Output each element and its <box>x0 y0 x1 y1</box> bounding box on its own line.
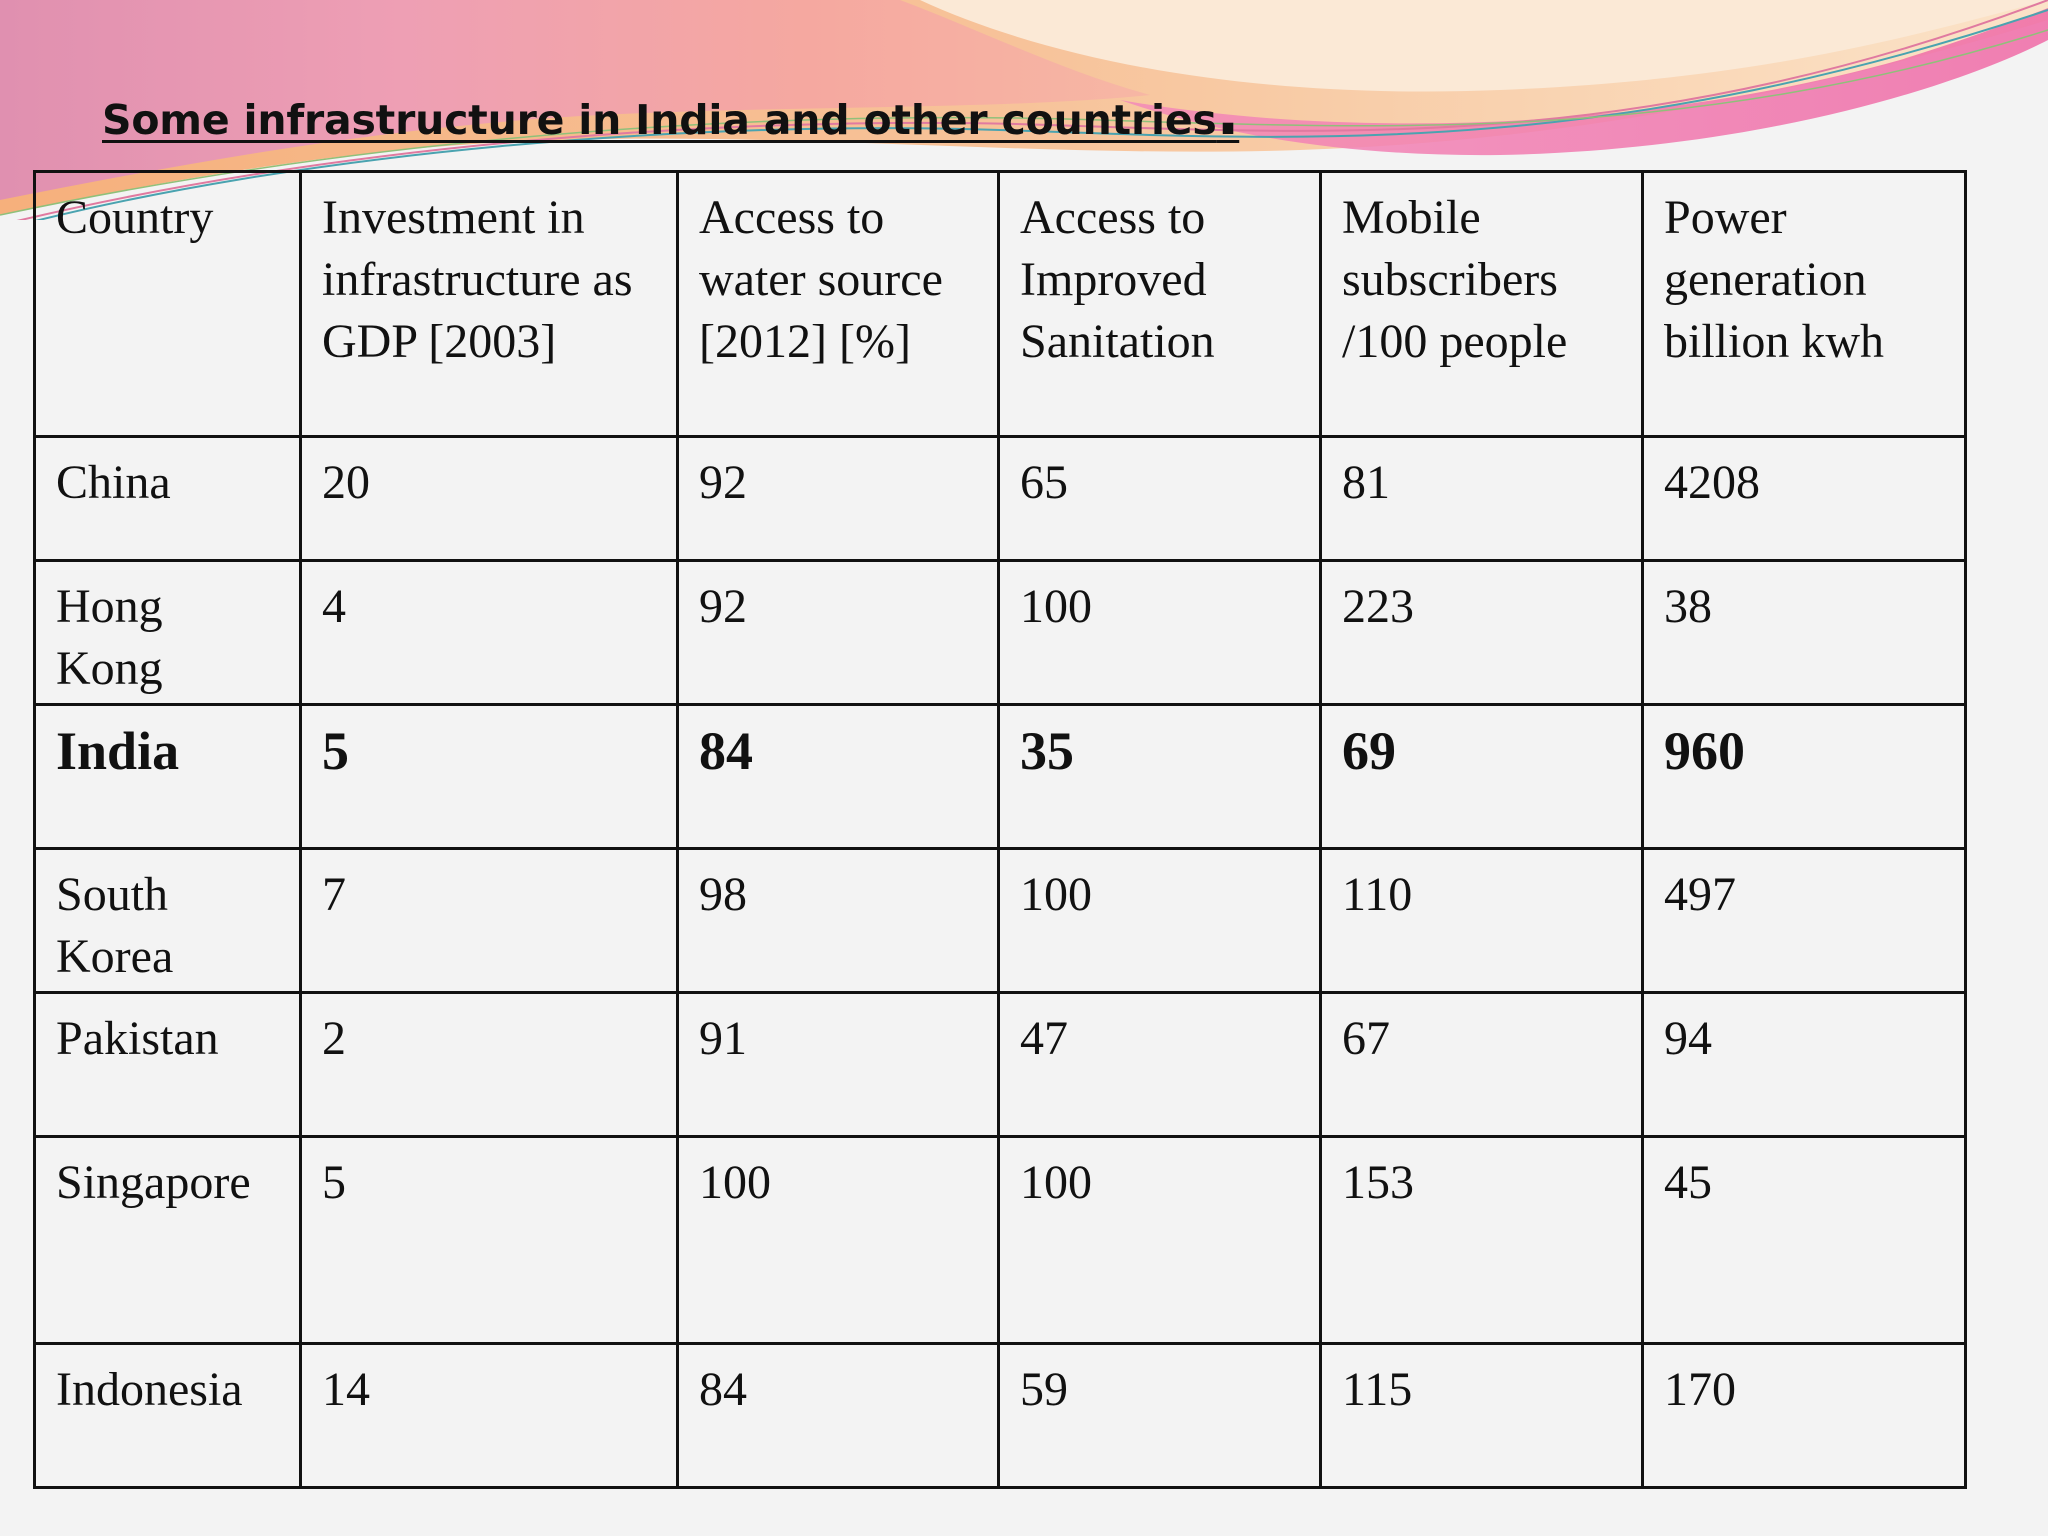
table-row-pakistan: Pakistan 2 91 47 67 94 <box>33 991 1967 1138</box>
cell-investment: 4 <box>299 559 679 706</box>
cell-water-access: 100 <box>676 1135 1000 1345</box>
cell-mobile: 153 <box>1319 1135 1644 1345</box>
cell-power: 960 <box>1641 703 1967 850</box>
header-sanitation: Access to Improved Sanitation <box>997 170 1322 438</box>
cell-mobile: 223 <box>1319 559 1644 706</box>
header-investment: Investment in infrastructure as GDP [200… <box>299 170 679 438</box>
header-water-access: Access to water source [2012] [%] <box>676 170 1000 438</box>
cell-power: 38 <box>1641 559 1967 706</box>
header-mobile: Mobile subscribers /100 people <box>1319 170 1644 438</box>
cell-investment: 5 <box>299 1135 679 1345</box>
cell-water-access: 92 <box>676 435 1000 562</box>
cell-water-access: 91 <box>676 991 1000 1138</box>
cell-sanitation: 35 <box>997 703 1322 850</box>
cell-power: 94 <box>1641 991 1967 1138</box>
cell-sanitation: 59 <box>997 1342 1322 1489</box>
cell-mobile: 69 <box>1319 703 1644 850</box>
cell-country: China <box>33 435 302 562</box>
slide-title: Some infrastructure in India and other c… <box>102 84 1239 148</box>
table-header-row: Country Investment in infrastructure as … <box>33 170 1967 438</box>
infrastructure-comparison-table: Country Investment in infrastructure as … <box>33 170 1967 1489</box>
cell-water-access: 98 <box>676 847 1000 994</box>
cell-country: Indonesia <box>33 1342 302 1489</box>
header-power: Power generation billion kwh <box>1641 170 1967 438</box>
cell-country: Singapore <box>33 1135 302 1345</box>
table-row-china: China 20 92 65 81 4208 <box>33 435 1967 562</box>
cell-power: 4208 <box>1641 435 1967 562</box>
cell-sanitation: 100 <box>997 1135 1322 1345</box>
cell-power: 45 <box>1641 1135 1967 1345</box>
cell-sanitation: 47 <box>997 991 1322 1138</box>
cell-investment: 20 <box>299 435 679 562</box>
cell-water-access: 92 <box>676 559 1000 706</box>
cell-power: 170 <box>1641 1342 1967 1489</box>
cell-investment: 2 <box>299 991 679 1138</box>
slide-title-text: Some infrastructure in India and other c… <box>102 96 1217 144</box>
cell-water-access: 84 <box>676 1342 1000 1489</box>
cell-sanitation: 65 <box>997 435 1322 562</box>
cell-mobile: 115 <box>1319 1342 1644 1489</box>
table-row-india: India 5 84 35 69 960 <box>33 703 1967 850</box>
cell-power: 497 <box>1641 847 1967 994</box>
slide-title-period: . <box>1216 79 1240 149</box>
table-row-south-korea: South Korea 7 98 100 110 497 <box>33 847 1967 994</box>
cell-mobile: 81 <box>1319 435 1644 562</box>
cell-investment: 7 <box>299 847 679 994</box>
table-row-hong-kong: Hong Kong 4 92 100 223 38 <box>33 559 1967 706</box>
table-row-singapore: Singapore 5 100 100 153 45 <box>33 1135 1967 1345</box>
cell-investment: 14 <box>299 1342 679 1489</box>
cell-country: Pakistan <box>33 991 302 1138</box>
cell-mobile: 67 <box>1319 991 1644 1138</box>
table-row-indonesia: Indonesia 14 84 59 115 170 <box>33 1342 1967 1489</box>
cell-water-access: 84 <box>676 703 1000 850</box>
cell-country: South Korea <box>33 847 302 994</box>
cell-country: India <box>33 703 302 850</box>
cell-investment: 5 <box>299 703 679 850</box>
cell-sanitation: 100 <box>997 847 1322 994</box>
header-country: Country <box>33 170 302 438</box>
cell-mobile: 110 <box>1319 847 1644 994</box>
cell-country: Hong Kong <box>33 559 302 706</box>
header-wave-decoration <box>0 0 2048 220</box>
cell-sanitation: 100 <box>997 559 1322 706</box>
